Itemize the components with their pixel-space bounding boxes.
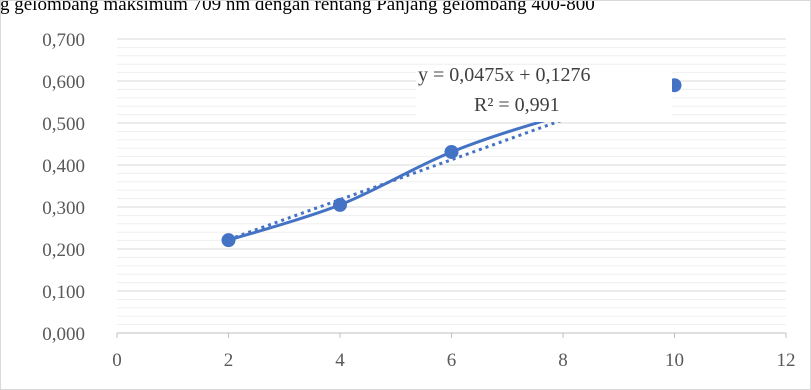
x-tick-label: 8	[558, 350, 568, 371]
x-tick-label: 10	[665, 350, 684, 371]
trendline-equation: y = 0,0475x + 0,1276	[418, 64, 591, 86]
y-tick-label: 0,500	[42, 114, 85, 135]
y-tick-label: 0,400	[42, 156, 85, 177]
x-tick-label: 2	[224, 350, 234, 371]
y-tick-label: 0,000	[42, 324, 85, 345]
data-point	[333, 197, 347, 212]
x-tick-label: 4	[335, 350, 345, 371]
x-tick-label: 6	[447, 350, 457, 371]
major-gridlines	[117, 38, 786, 292]
data-point	[221, 233, 236, 248]
y-tick-label: 0,600	[42, 72, 85, 93]
trendline-r-squared: R² = 0,991	[474, 94, 560, 116]
x-tick-label: 12	[777, 350, 796, 371]
x-axis-ticks: 0 2 4 6 8 10 12	[112, 333, 796, 371]
y-tick-label: 0,700	[42, 30, 85, 51]
chart-title: g gelombang maksimum 709 nm dengan renta…	[0, 0, 595, 15]
y-tick-label: 0,100	[42, 282, 85, 303]
x-tick-label: 0	[112, 350, 122, 371]
y-tick-label: 0,300	[42, 198, 85, 219]
minor-gridlines	[117, 46, 786, 326]
data-point	[444, 144, 459, 159]
y-axis-ticks: 0,000 0,100 0,200 0,300 0,400 0,500 0,600 0,700	[42, 30, 85, 345]
equation-box	[416, 66, 672, 122]
y-tick-label: 0,200	[42, 240, 85, 261]
